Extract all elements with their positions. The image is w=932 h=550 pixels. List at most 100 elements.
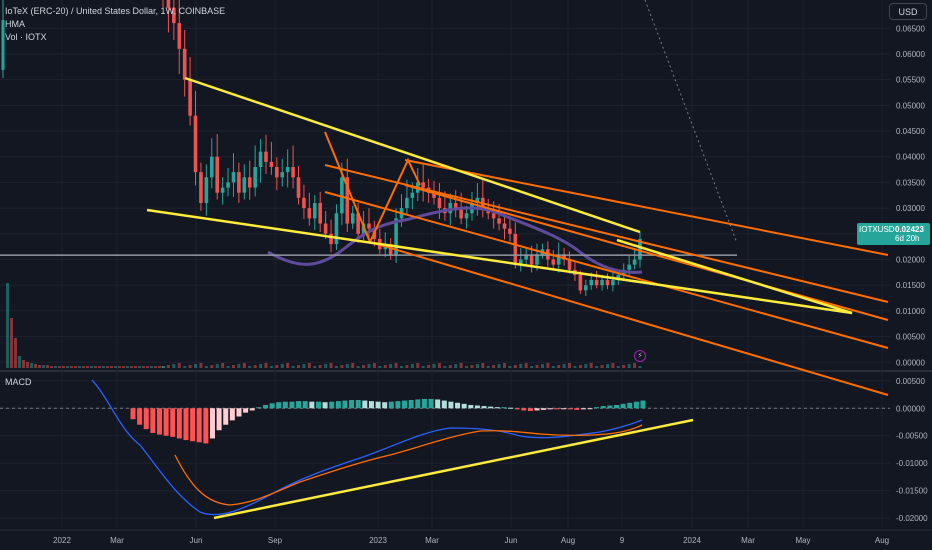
volume-bar xyxy=(18,356,21,368)
volume-bar xyxy=(204,366,208,368)
volume-bar xyxy=(78,366,81,368)
trend-drawings xyxy=(146,0,889,520)
volume-bar xyxy=(158,366,161,368)
time-tick-label: Jun xyxy=(190,536,203,545)
volume-bar xyxy=(372,363,376,368)
candle-body xyxy=(464,213,469,219)
volume-bar xyxy=(74,366,77,368)
candle-body xyxy=(475,197,480,203)
volume-bar xyxy=(345,364,349,368)
macd-histogram-bar xyxy=(441,400,447,409)
upper-trendline xyxy=(184,76,641,234)
volume-bar xyxy=(562,364,566,368)
macd-histogram-bar xyxy=(633,401,639,409)
candle-body xyxy=(285,167,290,173)
macd-histogram-bar xyxy=(428,398,434,409)
last-price-tag: IOTXUSD 0.02423 6d 20h xyxy=(857,223,930,245)
macd-histogram-bar xyxy=(561,408,567,410)
price-tick-label: 0.02000 xyxy=(896,256,925,265)
candle-body xyxy=(291,167,295,178)
volume-bar xyxy=(98,366,101,368)
macd-histogram-bar xyxy=(355,400,361,409)
price-tick-label: 0.06000 xyxy=(896,50,925,59)
candle-body xyxy=(253,167,257,188)
macd-histogram-bar xyxy=(607,405,613,409)
volume-bar xyxy=(492,365,496,368)
candle-body xyxy=(204,177,209,203)
volume-bar xyxy=(356,366,360,368)
candle-body xyxy=(307,208,312,219)
support-trendline xyxy=(569,271,853,314)
macd-histogram-bar xyxy=(216,408,222,431)
volume-bar xyxy=(150,366,153,368)
volume-bar xyxy=(86,366,89,368)
candle-body xyxy=(340,177,344,214)
macd-histogram-bar xyxy=(554,408,560,410)
macd-histogram-bar xyxy=(302,401,308,409)
candle-body xyxy=(323,223,328,234)
time-tick-label: Mar xyxy=(741,536,755,545)
macd-histogram-bar xyxy=(243,408,249,413)
volume-bar xyxy=(465,366,469,368)
volume-bar xyxy=(313,366,317,368)
time-tick-label: May xyxy=(795,536,810,545)
macd-histogram-bar xyxy=(289,401,295,409)
price-axis: 0.06500 0.06000 0.05500 0.05000 0.04500 0.040… xyxy=(896,24,925,367)
volume-bar xyxy=(253,365,257,368)
volume-bar xyxy=(14,338,17,368)
price-tick-label: 0.00000 xyxy=(896,358,925,367)
macd-tick-label: -0.01500 xyxy=(896,487,928,496)
macd-histogram-bar xyxy=(329,401,335,409)
volume-bar xyxy=(448,365,452,368)
macd-histogram-bar xyxy=(203,408,209,444)
volume-bar xyxy=(183,366,187,368)
volume-bar xyxy=(573,366,577,368)
lightning-icon[interactable]: ⚡ xyxy=(634,350,646,362)
candle-body xyxy=(275,167,279,178)
macd-histogram-bar xyxy=(196,408,202,443)
macd-histogram-bar xyxy=(223,408,229,425)
volume-bar xyxy=(10,318,13,368)
volume-bar xyxy=(421,366,425,368)
volume-bar xyxy=(177,363,181,368)
time-tick-label: 2023 xyxy=(369,536,387,545)
volume-bar xyxy=(264,363,268,368)
volume-bar xyxy=(118,366,121,368)
macd-histogram-bar xyxy=(282,401,288,409)
macd-histogram-bar xyxy=(494,407,500,409)
volume-bar xyxy=(280,364,284,368)
volume-bar xyxy=(383,365,387,368)
candle-body xyxy=(220,187,225,193)
macd-histogram-bar xyxy=(461,403,467,409)
volume-bar xyxy=(194,364,198,368)
volume-bar xyxy=(259,364,263,368)
price-tick-label: 0.05000 xyxy=(896,101,925,110)
macd-histogram-bar xyxy=(269,403,275,409)
time-tick-label: Mar xyxy=(110,536,124,545)
price-tick-label: 0.04500 xyxy=(896,127,925,136)
volume-bar xyxy=(134,366,137,368)
macd-tick-label: -0.00500 xyxy=(896,432,928,441)
macd-histogram-bar xyxy=(229,408,235,421)
hma-line xyxy=(267,206,643,274)
volume-bar xyxy=(94,366,97,368)
candle-body xyxy=(193,115,198,173)
candle-body xyxy=(513,233,518,265)
candle-body xyxy=(182,48,187,80)
macd-histogram-bar xyxy=(600,406,606,409)
candle-body xyxy=(166,0,171,8)
candle-body xyxy=(638,238,642,260)
macd-histogram-bar xyxy=(256,407,262,409)
volume-bar xyxy=(432,364,436,368)
macd-histogram-bar xyxy=(309,401,315,409)
macd-histogram-bar xyxy=(468,404,474,409)
macd-histogram-bar xyxy=(640,400,646,409)
currency-button[interactable]: USD xyxy=(889,3,927,20)
volume-bar xyxy=(46,365,49,368)
macd-histogram-bar xyxy=(276,402,282,409)
candle-body xyxy=(611,280,615,286)
macd-histogram-bar xyxy=(156,408,162,435)
volume-bar xyxy=(524,363,528,368)
volume-bar xyxy=(302,364,306,368)
